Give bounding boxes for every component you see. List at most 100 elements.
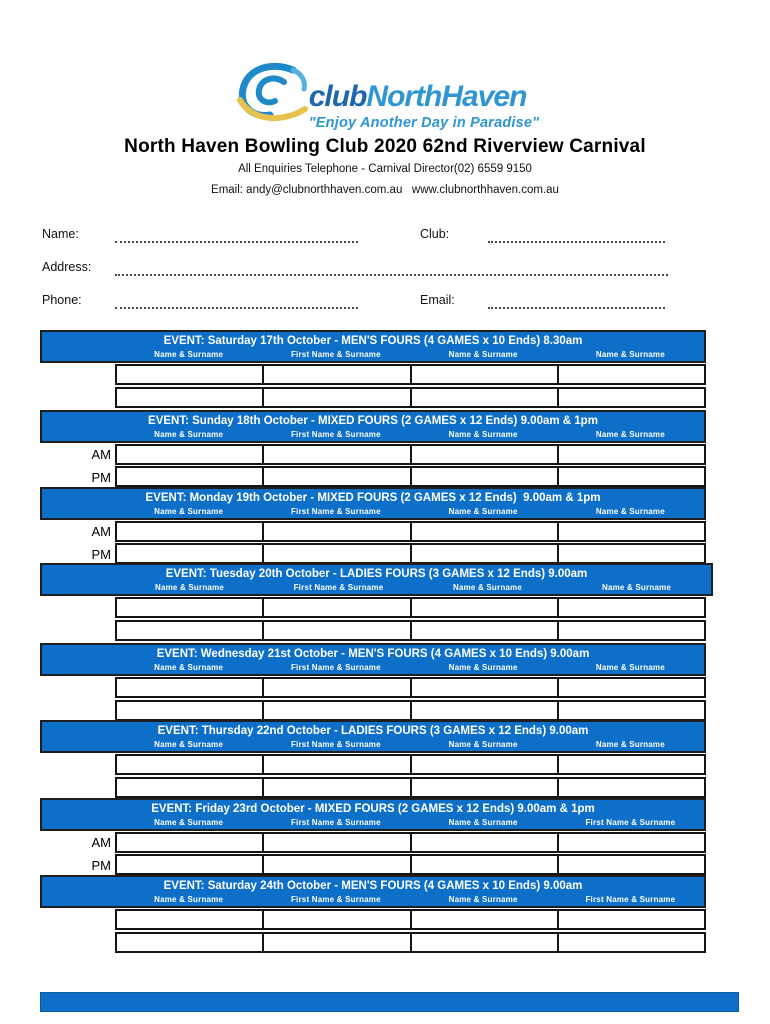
entry-cell[interactable] — [117, 834, 262, 851]
entry-cell[interactable] — [262, 366, 409, 383]
entry-cell[interactable] — [409, 756, 557, 773]
entry-cell[interactable] — [117, 468, 262, 485]
entry-cell[interactable] — [117, 856, 262, 873]
entry-cell[interactable] — [117, 366, 262, 383]
entry-cell[interactable] — [409, 468, 557, 485]
email-input-line[interactable] — [488, 294, 665, 309]
entry-cell[interactable] — [409, 599, 557, 616]
entry-cell[interactable] — [556, 856, 704, 873]
entry-cell[interactable] — [409, 911, 557, 928]
entry-cell[interactable] — [409, 622, 557, 639]
entry-cell[interactable] — [117, 545, 262, 562]
entry-cell[interactable] — [556, 779, 704, 796]
entry-cell[interactable] — [556, 934, 704, 951]
event-header-band: EVENT: Monday 19th October - MIXED FOURS… — [40, 487, 706, 520]
column-header: Name & Surname — [448, 507, 518, 516]
column-header: Name & Surname — [601, 583, 672, 592]
entry-row — [115, 932, 706, 953]
address-label: Address: — [42, 260, 92, 274]
entry-cell[interactable] — [262, 934, 409, 951]
column-header-row: Name & Surname First Name & Surname Name &… — [42, 429, 704, 440]
event-table-2: EVENT: Sunday 18th October - MIXED FOURS… — [40, 410, 706, 487]
entry-cell[interactable] — [117, 523, 262, 540]
column-header: Name & Surname — [448, 740, 518, 749]
logo-name-northhaven: NorthHaven — [366, 80, 527, 113]
entry-cell[interactable] — [262, 446, 409, 463]
column-header: First Name & Surname — [290, 507, 381, 516]
entry-cell[interactable] — [409, 446, 557, 463]
entry-cell[interactable] — [117, 389, 262, 406]
phone-label: Phone: — [42, 293, 82, 307]
name-input-line[interactable] — [115, 228, 358, 243]
entry-cell[interactable] — [409, 856, 557, 873]
entry-cell[interactable] — [556, 702, 704, 719]
entry-cell[interactable] — [262, 834, 409, 851]
event-table-5: EVENT: Wednesday 21st October - MEN'S FO… — [40, 643, 706, 721]
entry-cell[interactable] — [117, 934, 262, 951]
entry-cell[interactable] — [262, 599, 409, 616]
club-input-line[interactable] — [488, 228, 665, 243]
entry-cell[interactable] — [117, 911, 262, 928]
entry-cell[interactable] — [556, 446, 704, 463]
entry-cell[interactable] — [117, 779, 262, 796]
entry-row — [115, 466, 706, 487]
entry-cell[interactable] — [117, 446, 262, 463]
entry-cell[interactable] — [556, 622, 704, 639]
entry-cell[interactable] — [409, 779, 557, 796]
entry-cell[interactable] — [262, 468, 409, 485]
club-label: Club: — [420, 227, 450, 241]
entry-cell[interactable] — [409, 545, 557, 562]
column-header: First Name & Surname — [293, 583, 384, 592]
entry-cell[interactable] — [556, 468, 704, 485]
column-header: First Name & Surname — [290, 740, 381, 749]
column-header: Name & Surname — [154, 818, 224, 827]
session-label-am: AM — [91, 524, 112, 539]
entry-cell[interactable] — [556, 389, 704, 406]
entry-cell[interactable] — [262, 545, 409, 562]
entry-cell[interactable] — [262, 911, 409, 928]
entry-cell[interactable] — [262, 856, 409, 873]
column-header: Name & Surname — [595, 663, 665, 672]
entry-cell[interactable] — [409, 834, 557, 851]
entry-cell[interactable] — [117, 599, 262, 616]
entry-cell[interactable] — [556, 679, 704, 696]
entry-cell[interactable] — [262, 622, 409, 639]
session-label-pm: PM — [91, 470, 112, 485]
entry-cell[interactable] — [409, 934, 557, 951]
entry-cell[interactable] — [556, 834, 704, 851]
entry-cell[interactable] — [409, 702, 557, 719]
column-header: Name & Surname — [448, 818, 518, 827]
entry-cell[interactable] — [117, 756, 262, 773]
entry-cell[interactable] — [262, 389, 409, 406]
entry-cell[interactable] — [556, 366, 704, 383]
event-header-band: EVENT: Sunday 18th October - MIXED FOURS… — [40, 410, 706, 443]
entry-cell[interactable] — [262, 756, 409, 773]
logo-name-club: club — [308, 80, 368, 113]
entry-cell[interactable] — [409, 366, 557, 383]
entry-cell[interactable] — [556, 523, 704, 540]
phone-input-line[interactable] — [115, 294, 358, 309]
entry-cell[interactable] — [556, 545, 704, 562]
entry-cell[interactable] — [409, 679, 557, 696]
entry-cell[interactable] — [556, 911, 704, 928]
entry-cell[interactable] — [556, 599, 704, 616]
column-header: Name & Surname — [154, 895, 224, 904]
entry-cell[interactable] — [409, 389, 557, 406]
entry-cell[interactable] — [262, 702, 409, 719]
address-input-line[interactable] — [115, 261, 668, 276]
entry-cell[interactable] — [262, 523, 409, 540]
entry-cell[interactable] — [117, 622, 262, 639]
entry-cell[interactable] — [117, 679, 262, 696]
entry-cell[interactable] — [262, 779, 409, 796]
column-header: First Name & Surname — [290, 350, 381, 359]
entry-cell[interactable] — [556, 756, 704, 773]
column-header-row: Name & Surname First Name & Surname Name &… — [42, 817, 704, 828]
event-table-7: EVENT: Friday 23rd October - MIXED FOURS… — [40, 798, 706, 875]
entry-cell[interactable] — [409, 523, 557, 540]
entry-cell[interactable] — [117, 702, 262, 719]
column-header: First Name & Surname — [290, 663, 381, 672]
column-header: Name & Surname — [448, 895, 518, 904]
entry-cell[interactable] — [262, 679, 409, 696]
column-header: First Name & Surname — [290, 818, 381, 827]
logo-tagline: "Enjoy Another Day in Paradise" — [308, 115, 540, 131]
